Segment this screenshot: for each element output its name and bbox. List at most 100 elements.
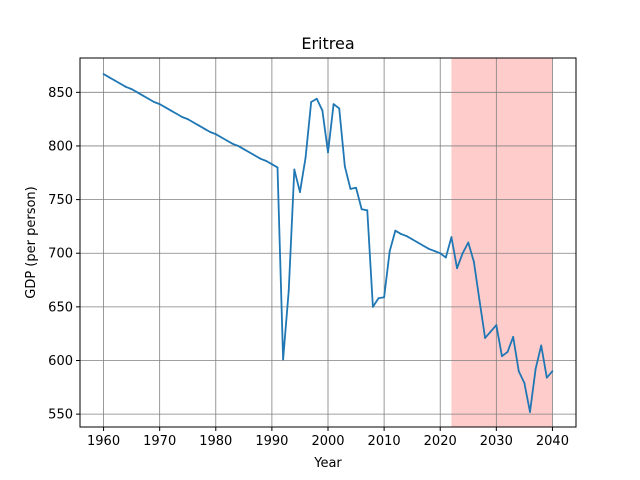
data-point xyxy=(433,250,436,252)
x-tick-label: 1990 xyxy=(255,434,288,449)
data-point xyxy=(478,299,481,302)
x-tick-label: 2020 xyxy=(424,434,457,449)
x-axis-title: Year xyxy=(313,456,342,471)
data-point xyxy=(254,154,256,157)
data-point xyxy=(198,124,200,127)
data-point xyxy=(405,235,408,237)
data-point xyxy=(461,252,464,255)
data-point xyxy=(214,133,217,136)
data-point xyxy=(108,76,111,79)
data-point xyxy=(164,106,167,109)
data-point xyxy=(270,163,273,166)
data-point xyxy=(192,121,195,124)
data-point xyxy=(136,91,139,94)
data-point xyxy=(321,109,324,112)
data-point xyxy=(444,256,447,259)
data-point xyxy=(242,148,245,151)
data-point xyxy=(170,109,172,112)
data-point xyxy=(332,103,335,106)
data-point xyxy=(287,289,290,292)
data-point xyxy=(237,145,240,147)
data-point xyxy=(209,131,212,133)
data-point xyxy=(428,248,430,250)
data-point xyxy=(371,305,374,308)
y-axis-title: GDP (per person) xyxy=(24,186,39,299)
data-point xyxy=(411,238,414,241)
chart-title: Eritrea xyxy=(301,34,354,53)
data-point xyxy=(456,267,458,270)
forecast-shading-layer xyxy=(451,58,553,427)
y-tick-label: 750 xyxy=(48,193,73,208)
data-point xyxy=(360,208,363,211)
x-tick-label: 2000 xyxy=(311,434,344,449)
y-tick-label: 700 xyxy=(48,247,73,262)
data-point xyxy=(523,382,526,384)
data-point xyxy=(506,351,509,353)
data-point xyxy=(220,136,223,139)
data-point xyxy=(282,358,285,361)
x-tick-label: 2030 xyxy=(480,434,513,449)
data-point xyxy=(551,370,554,373)
data-point xyxy=(472,260,475,263)
data-point xyxy=(450,236,453,239)
data-point xyxy=(125,86,127,88)
data-point xyxy=(248,151,251,154)
data-point xyxy=(394,229,397,232)
data-point xyxy=(439,252,442,255)
data-point xyxy=(293,168,296,171)
data-point xyxy=(501,355,503,358)
data-point xyxy=(534,368,537,370)
data-point xyxy=(400,233,402,235)
data-point xyxy=(259,157,262,160)
data-point xyxy=(153,101,155,103)
data-point xyxy=(366,209,369,212)
data-point xyxy=(512,336,515,338)
data-point xyxy=(119,82,122,85)
data-point xyxy=(383,296,386,299)
x-tick-label: 1970 xyxy=(143,434,176,449)
data-point xyxy=(545,376,548,379)
tick-layer: 1960 1970 1980 1990 2000 2010 2020 2030 2040 550 6… xyxy=(48,86,569,449)
data-point xyxy=(231,142,234,145)
x-tick-label: 1980 xyxy=(199,434,232,449)
x-tick-label: 2010 xyxy=(368,434,401,449)
data-point xyxy=(489,330,492,333)
data-point xyxy=(529,411,531,413)
forecast-shaded-region xyxy=(451,58,553,427)
data-point xyxy=(517,370,520,373)
data-point xyxy=(175,112,178,115)
data-point xyxy=(467,241,470,244)
data-point xyxy=(540,344,543,347)
data-point xyxy=(181,116,184,118)
data-point xyxy=(349,187,352,190)
y-tick-label: 550 xyxy=(48,408,73,423)
data-point xyxy=(147,97,150,100)
data-point xyxy=(186,118,189,121)
data-point xyxy=(113,79,116,82)
data-point xyxy=(484,337,486,339)
data-point xyxy=(338,107,341,110)
series-layer xyxy=(102,73,554,413)
data-point xyxy=(388,250,391,252)
y-tick-label: 850 xyxy=(48,86,73,101)
x-tick-label: 2040 xyxy=(536,434,569,449)
y-tick-label: 650 xyxy=(48,300,73,315)
data-point xyxy=(377,297,380,300)
data-point xyxy=(276,166,279,169)
data-point xyxy=(141,94,144,97)
data-point xyxy=(327,151,329,154)
data-point xyxy=(226,139,228,142)
y-tick-label: 600 xyxy=(48,354,73,369)
data-point xyxy=(355,186,357,189)
data-point xyxy=(343,165,346,168)
data-point xyxy=(158,103,161,106)
y-tick-label: 800 xyxy=(48,139,73,154)
data-point xyxy=(304,156,307,159)
data-point xyxy=(315,97,318,100)
data-point xyxy=(102,73,105,75)
data-point xyxy=(265,160,268,162)
data-point xyxy=(130,88,133,91)
data-point xyxy=(310,101,313,103)
data-point xyxy=(203,127,206,130)
